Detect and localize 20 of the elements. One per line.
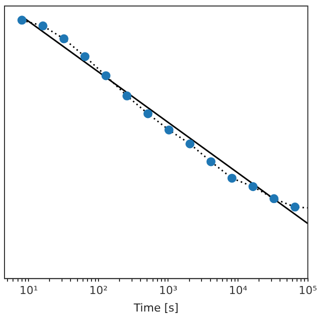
- point: [38, 21, 48, 30]
- point: [80, 52, 90, 62]
- x-tick-label: 10⁵: [298, 284, 318, 298]
- point: [122, 91, 132, 100]
- x-tick-label: 10⁴: [228, 284, 248, 298]
- x-tick-label: 10¹: [19, 284, 38, 298]
- point: [17, 16, 26, 25]
- point: [269, 194, 278, 204]
- point: [290, 202, 300, 212]
- point: [164, 125, 174, 134]
- point: [248, 182, 258, 192]
- point: [59, 34, 68, 44]
- point: [143, 109, 152, 118]
- point: [185, 139, 194, 148]
- x-tick-label: 10³: [159, 284, 178, 298]
- x-axis-title: Time [s]: [132, 301, 179, 314]
- point: [206, 157, 216, 166]
- point: [101, 71, 110, 80]
- x-tick-label: 10²: [89, 284, 108, 298]
- point: [227, 174, 236, 183]
